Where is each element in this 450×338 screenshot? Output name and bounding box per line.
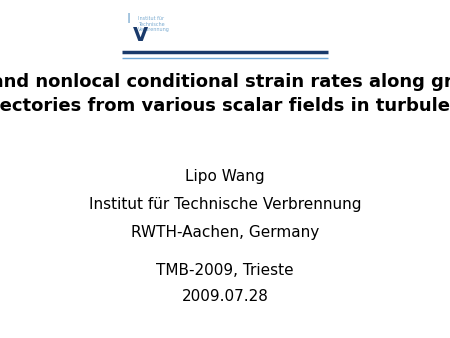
Text: V: V	[133, 26, 148, 45]
Text: Institut für
Technische
Verbrennung: Institut für Technische Verbrennung	[139, 16, 170, 32]
Text: Institut für Technische Verbrennung: Institut für Technische Verbrennung	[89, 197, 361, 212]
Text: 2009.07.28: 2009.07.28	[181, 289, 269, 304]
Text: TMB-2009, Trieste: TMB-2009, Trieste	[156, 263, 294, 278]
Text: RWTH-Aachen, Germany: RWTH-Aachen, Germany	[131, 225, 319, 240]
Text: Lipo Wang: Lipo Wang	[185, 169, 265, 184]
Text: I: I	[127, 13, 131, 26]
Text: Local and nonlocal conditional strain rates along gradient
trajectories from var: Local and nonlocal conditional strain ra…	[0, 73, 450, 115]
